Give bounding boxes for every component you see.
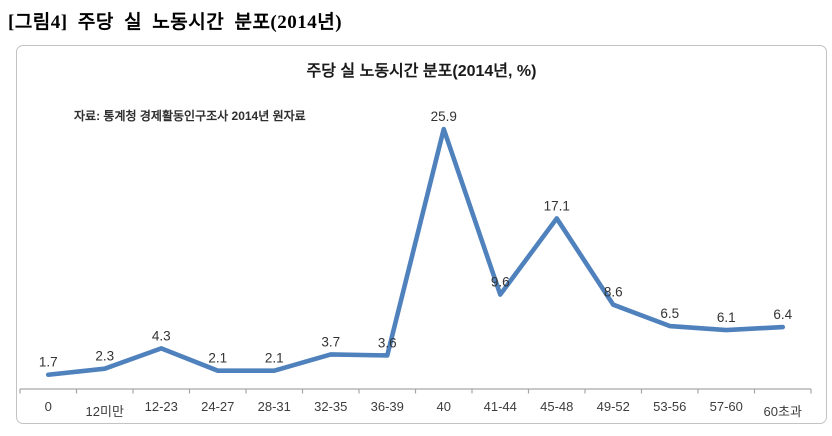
chart-container: 주당 실 노동시간 분포(2014년, %) 자료: 통계청 경제활동인구조사 … (16, 45, 827, 424)
x-axis-category-label: 40 (437, 399, 451, 414)
data-point-label: 6.4 (773, 307, 792, 322)
data-point-label: 8.6 (604, 285, 623, 300)
data-point-label: 2.3 (95, 349, 114, 364)
data-point-label: 4.3 (152, 328, 171, 343)
data-point-label: 3.6 (378, 335, 397, 350)
data-point-label: 3.7 (321, 334, 340, 349)
data-point-label: 1.7 (39, 355, 58, 370)
data-point-label: 9.6 (491, 275, 510, 290)
x-axis-category-label: 36-39 (371, 399, 404, 414)
x-axis-category-label: 12-23 (145, 399, 178, 414)
data-point-label: 25.9 (431, 109, 457, 124)
x-axis-category-label: 24-27 (201, 399, 234, 414)
x-axis-category-label: 12미만 (86, 404, 124, 419)
x-axis-category-label: 53-56 (653, 399, 686, 414)
source-note: 자료: 통계청 경제활동인구조사 2014년 원자료 (74, 109, 306, 123)
data-point-label: 2.1 (208, 351, 227, 366)
data-point-label: 6.1 (717, 310, 736, 325)
figure-caption: [그림4] 주당 실 노동시간 분포(2014년) (8, 12, 343, 33)
line-chart-plot: 1.7 2.3 4.3 2.1 2.1 3.7 3.6 25.9 9.6 17.1 8.6 6.5 6.… (19, 109, 812, 419)
data-point-label: 17.1 (544, 198, 570, 213)
chart-title: 주당 실 노동시간 분포(2014년, %) (306, 63, 537, 80)
x-axis-category-label: 28-31 (258, 399, 291, 414)
x-axis-category-label: 41-44 (484, 399, 517, 414)
x-axis-category-label: 49-52 (597, 399, 630, 414)
x-axis-category-label: 45-48 (540, 399, 573, 414)
data-point-label: 2.1 (265, 351, 284, 366)
data-series-line (45, 126, 786, 378)
x-axis-category-label: 32-35 (314, 399, 347, 414)
x-axis-category-label: 57-60 (710, 399, 743, 414)
data-point-label: 6.5 (660, 306, 679, 321)
x-axis-category-label: 0 (45, 399, 52, 414)
x-axis-category-label: 60초과 (764, 404, 802, 419)
